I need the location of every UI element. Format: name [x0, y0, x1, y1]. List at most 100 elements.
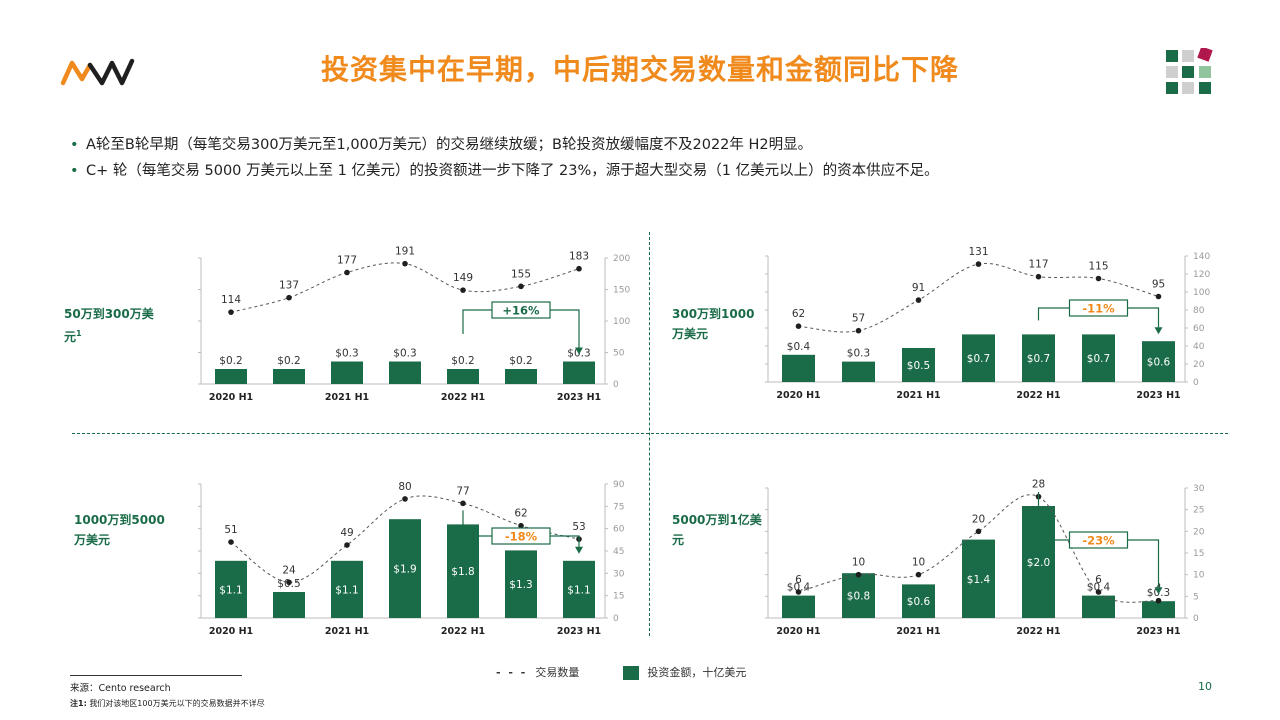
bar: [1142, 601, 1175, 618]
change-annotation: +16%: [462, 301, 583, 355]
change-box: [1068, 299, 1129, 317]
bullet-item: • C+ 轮（每笔交易 5000 万美元以上至 1 亿美元）的投资额进一步下降了 …: [70, 158, 1220, 184]
deal-count-point: [286, 294, 292, 301]
right-axis-tick-label: 100: [613, 317, 630, 327]
right-axis-tick-label: 20: [1193, 360, 1205, 370]
deal-count-label: 137: [279, 280, 299, 292]
x-tick-label: 2021 H1: [896, 390, 940, 401]
bar: [842, 361, 875, 382]
bar: [505, 550, 537, 618]
chart-1000k-5000k: 0153045607590$1.1$0.5$1.1$1.9$1.8$1.3$1.…: [198, 480, 625, 635]
bar: [902, 348, 935, 382]
x-tick-label: 2020 H1: [209, 392, 253, 403]
bar: [902, 584, 935, 618]
right-axis-tick-label: 15: [1193, 549, 1204, 559]
x-tick-label: 2021 H1: [325, 392, 369, 403]
deal-count-label: 51: [224, 524, 237, 536]
change-label: -18%: [505, 530, 538, 544]
chart-300k-1000k: 0 20 40 60 80 100 120 140 $0.4 $0.3 $0.5 $0.7 $0.7 $0…: [765, 246, 1210, 401]
deal-count-label: 191: [395, 246, 415, 258]
deal-count-label: 53: [572, 521, 585, 533]
deal-count-label: 155: [511, 268, 531, 280]
segment-label-4: 5000万到1亿美 元: [672, 513, 762, 547]
bar-data-label: $0.7: [1027, 353, 1050, 365]
bar-data-label: $0.7: [1087, 353, 1110, 365]
right-axis-tick-label: 120: [1193, 270, 1210, 280]
bar-data-label: $0.6: [1147, 357, 1171, 369]
right-axis-tick-label: 0: [1193, 378, 1199, 388]
right-axis-tick-label: 45: [613, 547, 624, 557]
segment-label-2: 300万到1000 万美元: [672, 307, 755, 341]
right-axis-tick-label: 200: [613, 254, 630, 264]
bar: [563, 361, 595, 384]
chart-5000k-100m: 051015202530$0.4$0.8$0.6$1.4$2.0$0.4$0.3…: [765, 479, 1205, 635]
deal-count-label: 114: [221, 294, 241, 306]
bar: [505, 369, 537, 384]
x-tick-label: 2021 H1: [896, 626, 940, 635]
deal-count-point: [518, 283, 524, 290]
bullet-dot-icon: •: [70, 137, 79, 153]
deal-count-point: [286, 579, 292, 586]
right-axis-tick-label: 0: [1193, 614, 1199, 624]
bullet-dot-icon: •: [70, 163, 79, 179]
deal-count-point: [915, 297, 922, 303]
segment-label-1: 50万到300万美 元1: [64, 307, 154, 344]
bar: [447, 524, 479, 618]
bar-data-label: $0.7: [967, 353, 990, 365]
x-tick-label: 2023 H1: [1136, 390, 1180, 401]
deal-count-label: 28: [1032, 479, 1045, 491]
deal-count-label: 20: [972, 513, 985, 525]
bar: [1022, 334, 1055, 382]
bar-data-label: $0.3: [335, 348, 358, 360]
right-axis-tick-label: 75: [613, 502, 624, 512]
bullet-item: • A轮至B轮早期（每笔交易300万美元至1,000万美元）的交易继续放缓；B轮投…: [70, 132, 1220, 158]
bar: [1082, 334, 1115, 382]
right-axis-tick-label: 5: [1193, 592, 1199, 602]
change-box: [491, 301, 551, 319]
horizontal-divider: [72, 433, 1228, 434]
footnote: 注1: 我们对该地区100万美元以下的交易数据并不详尽: [70, 699, 265, 708]
right-axis-tick-label: 50: [613, 349, 625, 359]
x-tick-label: 2020 H1: [776, 626, 820, 635]
bar-data-label: $0.4: [787, 582, 811, 594]
legend: - - - 交易数量 投资金额，十亿美元: [496, 664, 746, 680]
bar-data-label: $2.0: [1027, 557, 1050, 569]
deal-count-label: 62: [792, 308, 805, 320]
change-arrow-icon: [1154, 587, 1163, 595]
x-tick-label: 2022 H1: [1016, 626, 1060, 635]
bar-data-label: $0.5: [907, 360, 930, 372]
bar-data-label: $0.2: [277, 355, 300, 367]
x-tick-label: 2023 H1: [557, 392, 601, 403]
x-tick-label: 2021 H1: [325, 626, 369, 635]
bar-data-label: $0.8: [847, 591, 870, 603]
change-arrow-icon: [1154, 327, 1163, 335]
source-text: 来源：Cento research: [70, 683, 171, 694]
right-axis-tick-label: 90: [613, 480, 625, 490]
right-axis: 0 50 100 150 200: [605, 254, 630, 390]
bar: [389, 361, 421, 384]
right-axis-tick-label: 30: [1193, 484, 1205, 494]
deal-count-point: [1095, 275, 1102, 282]
deal-count-point: [460, 287, 466, 293]
bar: [782, 595, 815, 618]
deal-count-point: [1155, 597, 1162, 604]
bar: [389, 519, 421, 618]
bar-data-label: $0.4: [787, 341, 811, 353]
bar-data-label: $1.1: [567, 584, 590, 596]
deal-count-label: 6: [795, 574, 802, 586]
right-axis-tick-label: 60: [613, 525, 625, 535]
right-axis-tick-label: 25: [1193, 506, 1204, 516]
deal-count-label: 10: [912, 557, 925, 569]
deal-count-point: [975, 528, 982, 535]
page-title: 投资集中在早期，中后期交易数量和金额同比下降: [320, 53, 959, 86]
x-tick-label: 2023 H1: [1136, 626, 1180, 635]
page-number: 10: [1198, 680, 1212, 693]
bar-data-label: $0.4: [1087, 582, 1111, 594]
bar: [1142, 341, 1175, 382]
bar: [331, 361, 363, 384]
vertical-divider: [649, 232, 650, 636]
x-tick-label: 2020 H1: [209, 626, 253, 635]
x-tick-label: 2022 H1: [441, 392, 485, 403]
x-tick-label: 2023 H1: [557, 626, 601, 635]
bar: [842, 573, 875, 618]
